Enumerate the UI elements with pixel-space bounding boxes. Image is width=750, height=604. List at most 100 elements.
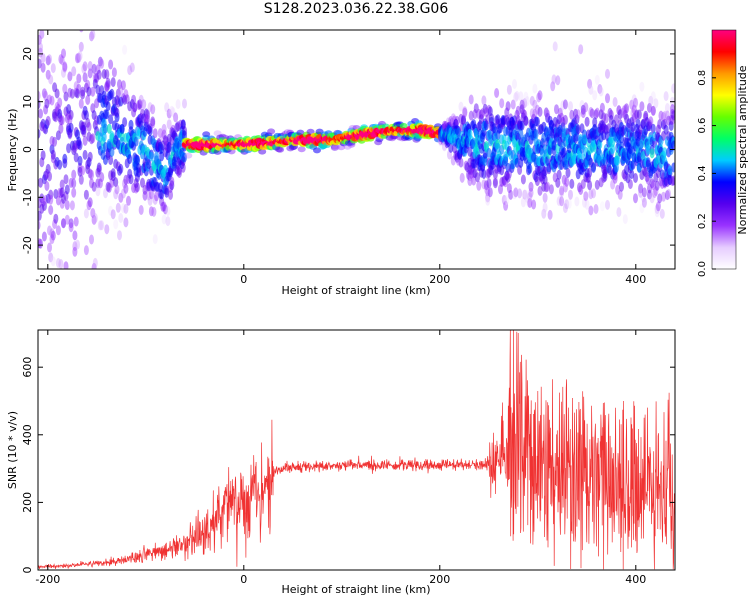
spectrogram-cell	[49, 228, 55, 239]
spectrogram-cell	[138, 94, 144, 105]
x-tick-label: -200	[35, 273, 60, 286]
spectrogram-cell	[580, 104, 586, 115]
spectrogram-cell	[633, 193, 638, 204]
spectrogram-cell	[564, 159, 570, 170]
spectrogram-cell	[534, 104, 540, 115]
spectrogram-cell	[106, 123, 112, 134]
spectrogram-cell	[58, 115, 64, 126]
spectrogram-cell	[108, 59, 114, 70]
spectrogram-cell	[108, 114, 114, 125]
spectrogram-cell	[584, 199, 590, 210]
spectrogram-cell	[527, 163, 533, 174]
spectrogram-cell	[52, 136, 58, 147]
spectrogram-cell	[648, 95, 654, 106]
spectrogram-cell	[612, 173, 618, 184]
spectrogram-cell	[38, 42, 43, 53]
spectrogram-cell	[104, 69, 110, 80]
spectrogram-cell	[399, 122, 408, 129]
spectrogram-cell	[574, 196, 580, 207]
spectrogram-cell	[591, 163, 596, 173]
spectrogram-cell	[580, 108, 586, 119]
spectrogram-cell	[45, 69, 51, 80]
spectrogram-cell	[182, 152, 187, 163]
spectrogram-cell	[72, 246, 78, 257]
spectrogram-cell	[87, 61, 93, 71]
spectrogram-cell	[99, 172, 105, 183]
spectrogram-cell	[45, 163, 51, 174]
spectrogram-cell	[534, 116, 540, 127]
spectrogram-cell	[91, 181, 97, 192]
spectrogram-cell	[258, 148, 267, 155]
spectrogram-cell	[629, 169, 635, 180]
spectrogram-cell	[551, 145, 557, 156]
spectrogram-cell	[82, 72, 88, 83]
spectrogram-cell	[101, 131, 107, 142]
x-tick-label: 0	[240, 273, 247, 286]
spectrogram-cell	[85, 95, 91, 105]
spectrogram-cell	[562, 182, 568, 193]
spectrogram-cell	[104, 224, 110, 235]
spectrogram-cell	[38, 220, 41, 231]
spectrogram-cell	[105, 101, 111, 112]
spectrogram-cell	[514, 157, 520, 168]
spectrogram-cell	[653, 98, 659, 109]
spectrogram-cell	[80, 165, 86, 176]
spectrogram-cell	[54, 102, 60, 112]
spectrogram-cell	[487, 187, 493, 198]
spectrogram-cell	[43, 170, 49, 181]
spectrogram-cell	[109, 88, 115, 99]
y-tick-label: -20	[21, 236, 34, 254]
spectrogram-cell	[38, 47, 43, 58]
spectrogram-cell	[520, 174, 526, 185]
spectrogram-cell	[523, 91, 529, 102]
snr-y-axis: 0 200 400 600	[21, 357, 675, 574]
spectrogram-cell	[593, 109, 599, 120]
spectrogram-cell	[661, 191, 666, 202]
spectrogram-cell	[68, 109, 74, 120]
spectrogram-cell	[512, 189, 517, 200]
spectrogram-cell	[87, 197, 93, 208]
spectrogram-cell	[583, 191, 589, 202]
spectrogram-cell	[64, 214, 70, 225]
spectrogram-cell	[87, 151, 93, 162]
spectrogram-cell	[552, 41, 558, 52]
spectrogram-cell	[104, 82, 110, 93]
spectrogram-cell	[639, 101, 645, 112]
spectrogram-cell	[77, 155, 83, 166]
spectrogram-cell	[79, 30, 84, 33]
spectrogram-cell	[104, 81, 110, 92]
spectrogram-cell	[127, 154, 133, 165]
spectrogram-cell	[575, 124, 581, 135]
spectrogram-cell	[131, 94, 137, 105]
spectrogram-cell	[605, 93, 610, 104]
spectrogram-cell	[159, 151, 165, 162]
snr-y-label: SNR (10 * v/v)	[6, 411, 19, 489]
spectrogram-cell	[150, 116, 156, 127]
spectrogram-cell	[582, 197, 587, 208]
spectrogram-cell	[483, 107, 489, 118]
spectrogram-cell	[654, 207, 660, 218]
spectrogram-cell	[556, 196, 562, 207]
spectrogram-cell	[71, 178, 77, 189]
spectrogram-cell	[537, 90, 543, 101]
spectrogram-cell	[175, 99, 181, 110]
spectrogram-cell	[105, 80, 111, 91]
y-tick-label: 200	[21, 492, 34, 513]
spectrogram-cell	[48, 189, 54, 200]
spectrogram-cell	[485, 114, 491, 125]
spectrogram-cell	[506, 84, 512, 95]
spectrogram-cell	[87, 68, 93, 79]
spectrogram-cell	[617, 109, 623, 120]
spectrogram-cell	[73, 152, 79, 163]
figure-title: S128.2023.036.22.38.G06	[263, 1, 449, 17]
spectrogram-cell	[557, 107, 563, 118]
spectrogram-cell	[473, 103, 479, 114]
spectrogram-cell	[114, 107, 120, 118]
spectrogram-cell	[165, 206, 171, 217]
spectrogram-cell	[63, 91, 69, 102]
spectrogram-cell	[492, 178, 498, 189]
spectrogram-cell	[78, 98, 84, 109]
spectrogram-cell	[122, 44, 128, 55]
spectrogram-cell	[57, 97, 63, 108]
